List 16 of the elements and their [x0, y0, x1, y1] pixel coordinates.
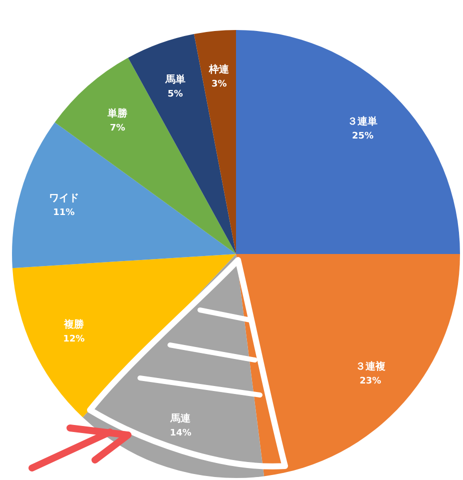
slice-label: 馬連	[170, 412, 192, 424]
slice-label: ワイド	[48, 193, 79, 204]
data-label: 5%	[168, 89, 183, 100]
data-label: 11%	[53, 208, 75, 218]
data-label: 14%	[170, 428, 192, 438]
data-label: 7%	[110, 124, 126, 134]
data-label: 23%	[360, 376, 382, 387]
slice-label: 単勝	[106, 108, 128, 120]
slice-label: ３連複	[355, 360, 386, 373]
data-label: 3%	[211, 80, 227, 90]
slice-label: ３連単	[348, 115, 378, 128]
slice-label: 枠連	[208, 64, 230, 76]
data-label: 12%	[63, 334, 85, 344]
slice-label: 馬単	[164, 73, 186, 86]
slice-label: 複勝	[62, 318, 85, 330]
data-label: 25%	[352, 131, 374, 142]
